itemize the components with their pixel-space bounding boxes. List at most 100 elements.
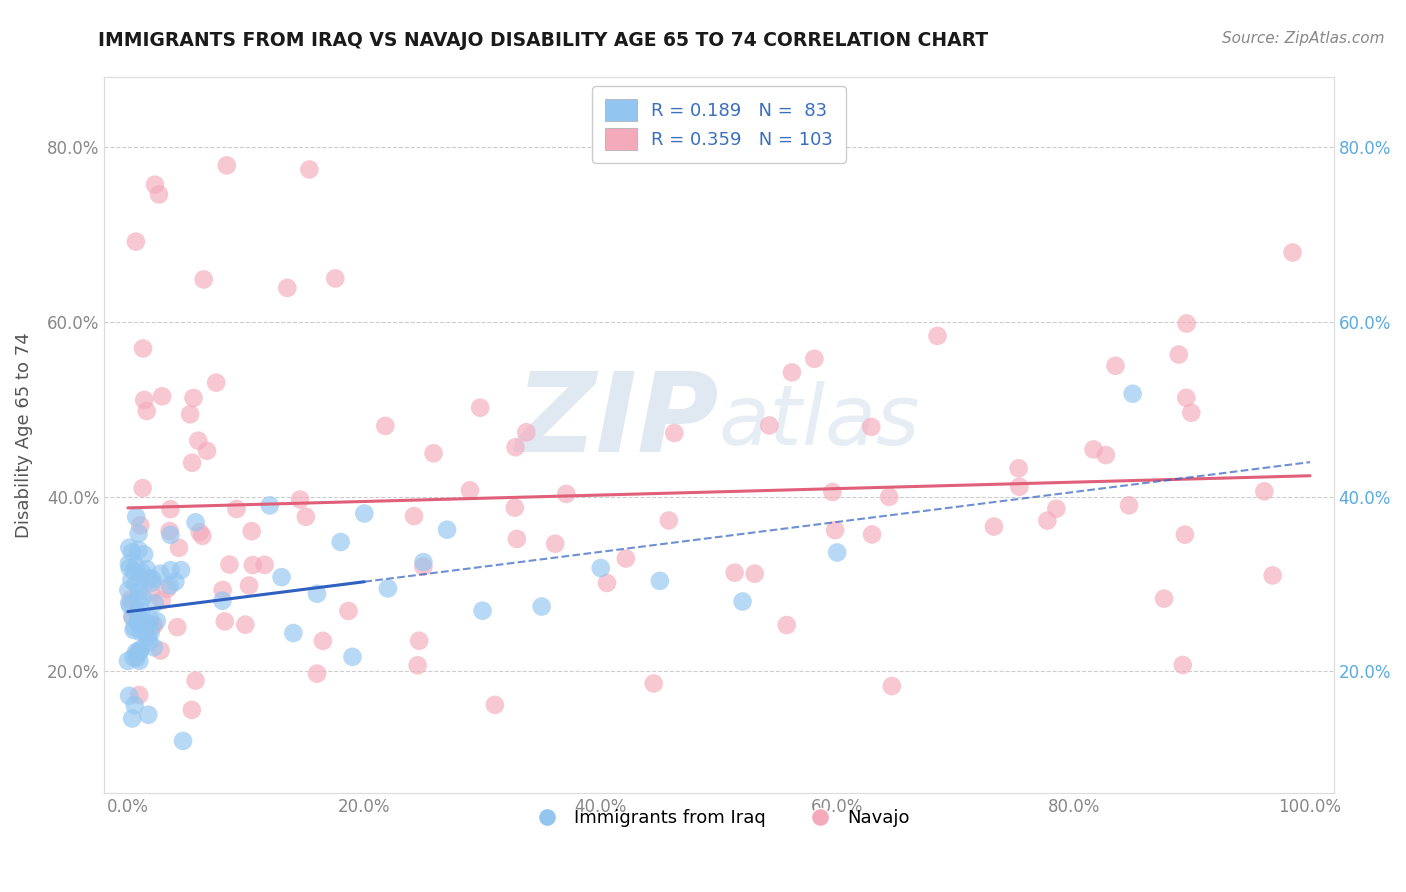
Point [1171,657,1194,672]
Point [136,616,159,631]
Point [127,610,149,624]
Point [129,625,152,640]
Point [129,642,152,657]
Point [276,281,298,295]
Point [505,440,527,454]
Point [658,513,681,527]
Point [240,524,263,538]
Point [125,235,148,249]
Point [131,604,153,618]
Point [150,593,173,607]
Point [515,425,537,440]
Point [136,707,159,722]
Point [118,596,141,610]
Point [860,420,883,434]
Point [128,526,150,541]
Point [1122,386,1144,401]
Point [803,351,825,366]
Point [337,604,360,618]
Point [1007,461,1029,475]
Point [596,576,619,591]
Point [211,593,233,607]
Point [125,558,148,573]
Point [129,643,152,657]
Point [412,559,434,574]
Point [132,342,155,356]
Point [402,509,425,524]
Legend: Immigrants from Iraq, Navajo: Immigrants from Iraq, Navajo [522,802,917,834]
Point [159,502,181,516]
Point [422,446,444,460]
Point [406,658,429,673]
Point [723,566,745,580]
Point [121,609,143,624]
Point [122,564,145,578]
Point [744,566,766,581]
Point [118,557,141,571]
Point [143,596,166,610]
Point [238,578,260,592]
Point [122,650,145,665]
Point [1281,245,1303,260]
Point [1174,527,1197,541]
Point [1095,448,1118,462]
Point [184,673,207,688]
Point [141,575,163,590]
Point [1036,514,1059,528]
Point [124,577,146,591]
Point [259,499,281,513]
Point [377,582,399,596]
Point [143,178,166,192]
Point [139,586,162,600]
Point [233,617,256,632]
Point [139,613,162,627]
Point [298,162,321,177]
Point [128,654,150,668]
Point [342,649,364,664]
Point [211,582,233,597]
Point [135,404,157,418]
Point [374,418,396,433]
Point [141,618,163,632]
Point [128,688,150,702]
Point [156,582,179,596]
Point [148,187,170,202]
Point [288,492,311,507]
Point [731,594,754,608]
Point [506,532,529,546]
Point [139,625,162,640]
Point [166,620,188,634]
Point [614,551,637,566]
Point [215,158,238,172]
Point [134,392,156,407]
Point [1175,317,1198,331]
Point [927,329,949,343]
Point [159,563,181,577]
Point [758,418,780,433]
Point [503,500,526,515]
Point [132,617,155,632]
Point [136,630,159,644]
Point [983,519,1005,533]
Point [125,651,148,665]
Point [129,616,152,631]
Point [134,547,156,561]
Point [127,647,149,661]
Point [1175,391,1198,405]
Point [183,391,205,405]
Point [307,666,329,681]
Point [329,535,352,549]
Point [118,689,141,703]
Point [139,571,162,585]
Point [218,558,240,572]
Point [776,618,799,632]
Point [127,605,149,619]
Point [129,518,152,533]
Point [120,592,142,607]
Point [180,703,202,717]
Point [1104,359,1126,373]
Point [149,566,172,581]
Point [353,507,375,521]
Point [145,614,167,628]
Point [283,626,305,640]
